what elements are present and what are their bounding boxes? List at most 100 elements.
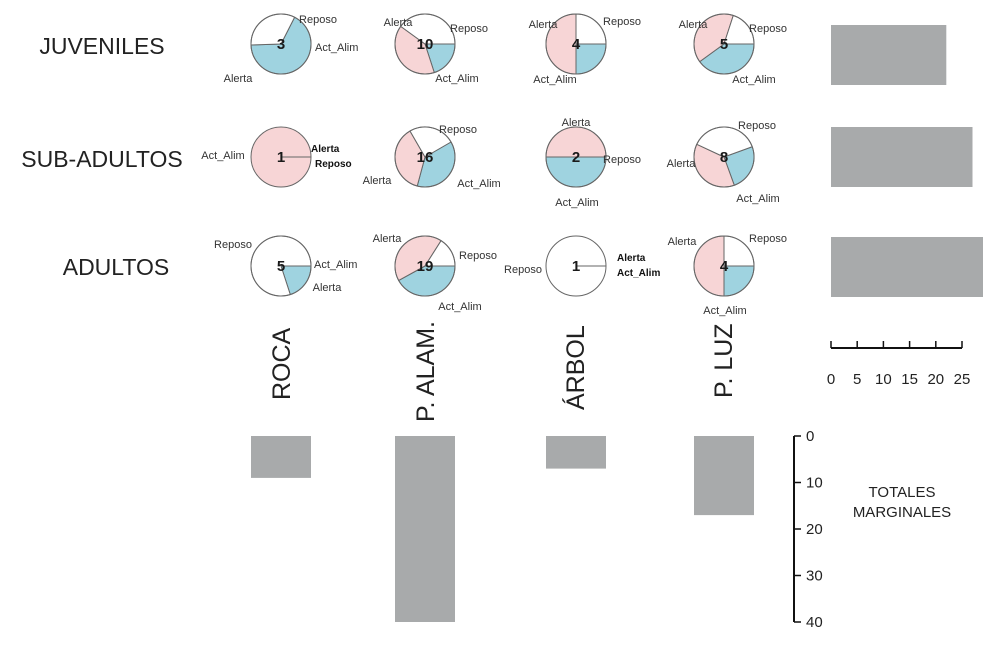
pie-label-act-alim: Act_Alim	[703, 305, 746, 317]
pie-sub-adultos-roca: 1 Act_Alim Alerta Reposo	[201, 126, 352, 188]
pie-label-reposo: Reposo	[749, 233, 787, 245]
pie-label-alerta: Alerta	[224, 73, 254, 85]
pie-adultos-p-luz: 4 Alerta Reposo Act_Alim	[668, 233, 787, 317]
pie-label-reposo: Reposo	[603, 16, 641, 28]
column-total-bar-p-luz	[694, 436, 754, 516]
pie-label-reposo: Reposo	[738, 120, 776, 132]
marginal-title-line-2: MARGINALES	[853, 504, 951, 521]
pie-label-reposo: Reposo	[214, 239, 252, 251]
pie-label-reposo: Reposo	[749, 23, 787, 35]
column-axis-tick-label: 10	[806, 475, 823, 492]
pie-count: 3	[277, 36, 285, 53]
pie-count: 2	[572, 149, 580, 166]
row-axis-tick-label: 15	[901, 371, 918, 388]
pie-label-act-alim: Act_Alim	[438, 301, 481, 313]
pie-sub-adultos-p-luz: 8 Reposo Alerta Act_Alim	[667, 120, 780, 205]
row-totals-axis: 0 5 10 15 20 25	[827, 341, 971, 388]
pie-label-alerta: Alerta	[562, 117, 592, 129]
column-labels: ROCA P. ALAM. ÁRBOL P. LUZ	[268, 321, 738, 422]
pie-label-act-alim: Act_Alim	[435, 73, 478, 85]
pie-outline	[394, 235, 456, 297]
pie-label-act-alim: Act_Alim	[736, 193, 779, 205]
pie-label-act-alim: Act_Alim	[201, 150, 244, 162]
marginal-title: TOTALES MARGINALES	[853, 484, 951, 521]
pie-juveniles-arbol: 4 Alerta Reposo Act_Alim	[529, 13, 641, 86]
pie-label-reposo: Reposo	[450, 23, 488, 35]
row-axis-tick-label: 5	[853, 371, 861, 388]
pie-label-alerta: Alerta	[529, 19, 559, 31]
pie-label-act-alim: Act_Alim	[555, 197, 598, 209]
pie-count: 5	[277, 258, 285, 275]
pie-label-alerta: Alerta	[667, 158, 697, 170]
pie-sub-adultos-arbol: 2 Alerta Reposo Act_Alim	[545, 117, 641, 209]
pie-label-alerta: Alerta	[617, 253, 646, 264]
pie-label-alerta: Alerta	[363, 175, 393, 187]
pie-juveniles-roca: 3 Reposo Act_Alim Alerta	[224, 13, 358, 85]
column-totals-axis: 0 10 20 30 40	[793, 428, 823, 631]
pie-label-reposo: Reposo	[299, 14, 337, 26]
pie-label-reposo: Reposo	[603, 154, 641, 166]
column-axis-tick-label: 20	[806, 521, 823, 538]
pie-count: 4	[720, 258, 729, 275]
pie-label-act-alim: Act_Alim	[314, 259, 357, 271]
pie-label-reposo: Reposo	[315, 159, 352, 170]
pie-label-reposo: Reposo	[439, 124, 477, 136]
pie-adultos-arbol: 1 Reposo Alerta Act_Alim	[504, 235, 660, 297]
pie-outline	[250, 13, 312, 75]
row-axis-tick-label: 0	[827, 371, 835, 388]
column-label-arbol: ÁRBOL	[561, 325, 590, 410]
column-axis-tick-label: 0	[806, 428, 814, 445]
row-axis-tick-label: 20	[927, 371, 944, 388]
pie-label-act-alim: Act_Alim	[617, 268, 660, 279]
pie-outline	[545, 126, 607, 188]
row-labels: JUVENILES SUB-ADULTOS ADULTOS	[21, 33, 182, 280]
pie-label-alerta: Alerta	[668, 236, 698, 248]
row-label-sub-adultos: SUB-ADULTOS	[21, 146, 182, 172]
pie-outline	[250, 235, 312, 297]
row-total-bar-juveniles	[831, 25, 947, 85]
pie-label-act-alim: Act_Alim	[533, 74, 576, 86]
row-total-bar-adultos	[831, 237, 983, 297]
pie-label-act-alim: Act_Alim	[732, 74, 775, 86]
pie-outline	[693, 13, 755, 75]
pie-label-alerta: Alerta	[313, 282, 343, 294]
row-total-bar-sub-adultos	[831, 127, 973, 187]
pie-count: 5	[720, 36, 728, 53]
pie-adultos-p-alam: 19 Alerta Reposo Act_Alim	[373, 233, 497, 313]
pie-outline	[545, 13, 607, 75]
pie-adultos-roca: 5 Reposo Act_Alim Alerta	[214, 235, 357, 297]
pie-count: 8	[720, 149, 728, 166]
marginal-title-line-1: TOTALES	[869, 484, 936, 501]
pie-outline	[693, 235, 755, 297]
pie-count: 1	[572, 258, 580, 275]
pie-label-alerta: Alerta	[373, 233, 403, 245]
pie-juveniles-p-luz: 5 Alerta Reposo Act_Alim	[679, 13, 787, 86]
column-total-bar-arbol	[546, 436, 606, 469]
column-total-bar-roca	[251, 436, 311, 478]
pie-label-act-alim: Act_Alim	[315, 42, 358, 54]
pie-count: 1	[277, 149, 285, 166]
pie-label-act-alim: Act_Alim	[457, 178, 500, 190]
row-label-juveniles: JUVENILES	[39, 33, 164, 59]
column-label-p-alam: P. ALAM.	[412, 321, 440, 422]
pie-label-alerta: Alerta	[384, 17, 414, 29]
column-label-p-luz: P. LUZ	[710, 323, 738, 398]
pie-count: 16	[417, 149, 434, 166]
column-axis-tick-label: 40	[806, 614, 823, 631]
pie-label-reposo: Reposo	[459, 250, 497, 262]
pie-outline	[394, 13, 456, 75]
pie-outline	[693, 126, 755, 188]
column-totals-bars	[251, 436, 754, 622]
pie-outline	[394, 126, 456, 188]
row-axis-tick-label: 10	[875, 371, 892, 388]
pie-label-alerta: Alerta	[679, 19, 709, 31]
pie-label-reposo: Reposo	[504, 264, 542, 276]
row-axis-tick-label: 25	[954, 371, 971, 388]
pie-label-alerta: Alerta	[311, 144, 340, 155]
pie-count: 19	[417, 258, 434, 275]
row-totals-bars	[831, 25, 983, 297]
column-axis-tick-label: 30	[806, 568, 823, 585]
